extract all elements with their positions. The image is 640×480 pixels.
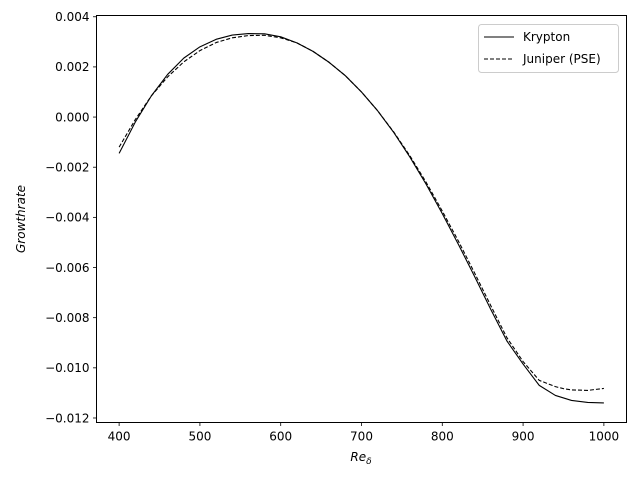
x-axis-ticks: 400 500 600 700 800 900 1000 — [108, 422, 620, 444]
y-tick-label: −0.008 — [45, 311, 89, 325]
y-tick-label: 0.000 — [55, 110, 89, 124]
y-tick-label: −0.006 — [45, 261, 89, 275]
series-line-0 — [118, 33, 604, 404]
plot-lines — [118, 33, 604, 404]
y-tick-label: −0.004 — [45, 211, 89, 225]
legend-label-juniper: Juniper (PSE) — [522, 52, 601, 66]
y-tick-label: 0.004 — [55, 10, 89, 24]
legend-label-krypton: Krypton — [523, 30, 570, 44]
y-tick-label: −0.002 — [45, 161, 89, 175]
x-tick-label: 800 — [431, 430, 454, 444]
x-tick-label: 1000 — [589, 430, 620, 444]
x-axis-label: Reδ — [350, 450, 372, 467]
x-tick-label: 700 — [350, 430, 373, 444]
x-axis-label-main: Re — [350, 450, 366, 464]
y-axis-ticks: 0.004 0.002 0.000 −0.002 −0.004 −0.006 −0.008 −… — [45, 10, 97, 425]
y-tick-label: −0.012 — [45, 411, 89, 425]
y-tick-label: −0.010 — [45, 361, 89, 375]
x-tick-label: 400 — [108, 430, 131, 444]
x-tick-label: 500 — [188, 430, 211, 444]
x-tick-label: 600 — [269, 430, 292, 444]
y-tick-label: 0.002 — [55, 60, 89, 74]
x-tick-label: 900 — [512, 430, 535, 444]
y-axis-label: Growthrate — [14, 185, 28, 253]
legend: Krypton Juniper (PSE) — [478, 24, 619, 73]
series-line-1 — [118, 34, 604, 391]
plot-frame — [96, 15, 627, 423]
x-axis-label-subscript: δ — [366, 457, 372, 467]
